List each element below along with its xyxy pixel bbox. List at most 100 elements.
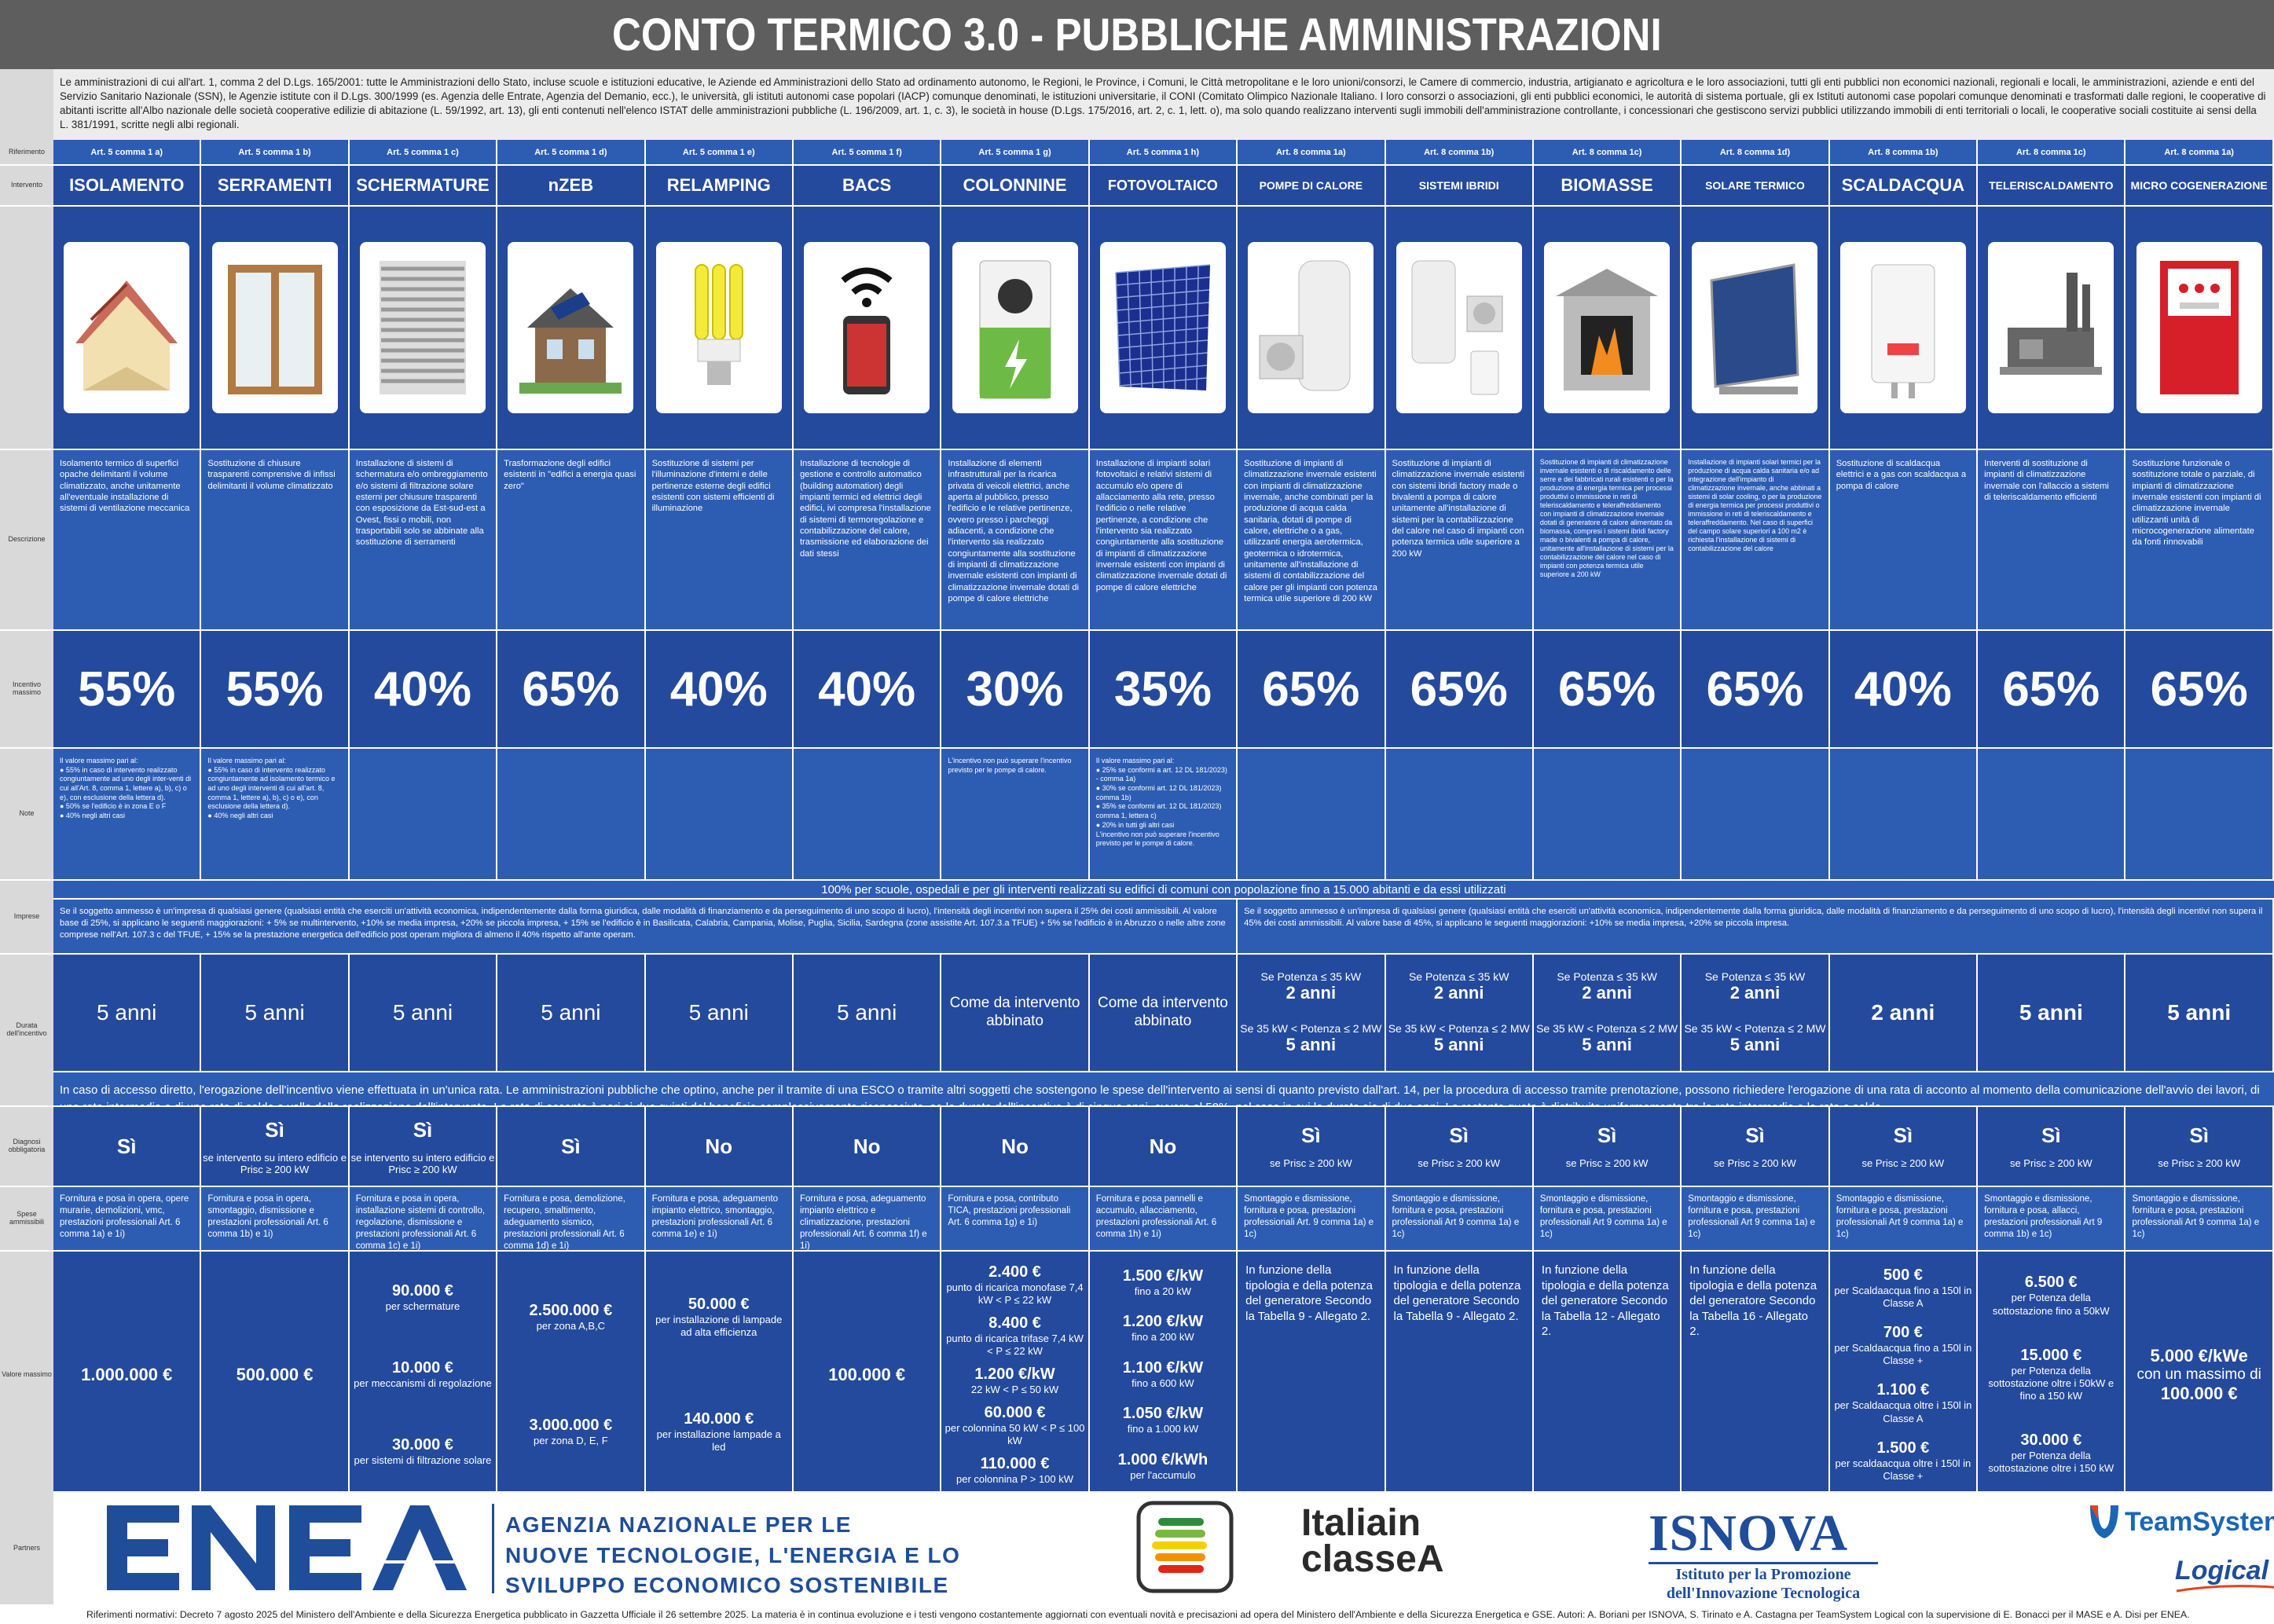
max-value-condition: punto di ricarica trifase 7,4 kW < P ≤ 2… <box>946 1332 1084 1358</box>
max-value-amount: 6.500 € <box>2024 1274 2078 1292</box>
value-block: 30.000 € per sistemi di filtrazione solar… <box>354 1436 492 1467</box>
column-description: Installazione di tecnologie di gestione … <box>793 450 942 631</box>
column-ref: Art. 8 comma 1b) <box>1385 140 1534 166</box>
column-title: MICRO COGENERAZIONE <box>2125 166 2274 207</box>
max-value: 90.000 € per schermature 10.000 € per mecca… <box>349 1252 498 1499</box>
max-value-condition: per Potenza della sottostazione oltre i … <box>1988 1450 2114 1475</box>
incentive-percentage: 65% <box>1385 631 1534 749</box>
duration-block: Se 35 kW < Potenza ≤ 2 MW 5 anni <box>1536 1022 1678 1055</box>
imprese-note-right: Se il soggetto ammesso è un'impresa di q… <box>1238 900 2274 955</box>
diagnosi-value: No <box>853 1134 881 1158</box>
column-title: SOLARE TERMICO <box>1682 166 1830 207</box>
column-ref: Art. 8 comma 1c) <box>1533 140 1682 166</box>
max-value: 2.500.000 € per zona A,B,C 3.000.000 € per … <box>497 1252 646 1499</box>
diagnosi-value: Sì <box>1745 1124 1765 1147</box>
isnova-subtitle: Istituto per la Promozione dell'Innovazi… <box>1649 1565 1878 1603</box>
max-value-amount: 1.000.000 € <box>81 1364 173 1384</box>
max-value-amount: 10.000 € <box>392 1358 453 1377</box>
row-label-spese: Spese ammissibili <box>0 1187 53 1252</box>
column-image-cell <box>1978 207 2126 450</box>
isnova-sub-1: Istituto per la Promozione <box>1675 1566 1851 1583</box>
column-title: FOTOVOLTAICO <box>1089 166 1238 207</box>
column-description: Installazione di sistemi di schermatura … <box>349 450 498 631</box>
diagnosi-cell: Sì se Prisc ≥ 200 kW <box>1238 1107 1386 1187</box>
column-notes: Il valore massimo pari al: ● 25% se confo… <box>1089 749 1238 881</box>
column-description: Installazione di elementi infrastruttura… <box>941 450 1090 631</box>
column-description: Sostituzione di impianti di climatizzazi… <box>1238 450 1386 631</box>
column-description: Interventi di sostituzione di impianti d… <box>1978 450 2126 631</box>
max-value-text: In funzione della tipologia e della pote… <box>1533 1252 1682 1499</box>
max-value-amount: 1.500 €/kW <box>1122 1267 1204 1285</box>
eligible-costs: Smontaggio e dismissione, fornitura e po… <box>1238 1187 1386 1252</box>
max-value-condition: per zona A,B,C <box>536 1319 606 1332</box>
max-value-amount: 2.500.000 € <box>529 1301 613 1319</box>
diagnosi-value: Sì <box>1449 1124 1469 1147</box>
max-value-amount: 140.000 € <box>684 1410 754 1428</box>
duration-block: Se Potenza ≤ 35 kW 2 anni <box>1705 970 1806 1003</box>
duration-value: 2 anni <box>1582 983 1632 1003</box>
hybrid-system-icon <box>1396 242 1522 413</box>
column-description: Sostituzione di impianti di climatizzazi… <box>1533 450 1682 631</box>
teamsystem-logo-icon <box>2090 1505 2118 1538</box>
diagnosi-cell: No <box>1089 1107 1238 1187</box>
row-label-descrizione: Descrizione <box>0 450 53 631</box>
row-label-imprese: Imprese <box>0 881 53 955</box>
incentive-duration: 5 anni <box>1978 955 2126 1072</box>
column-notes <box>497 749 646 881</box>
eligible-costs: Smontaggio e dismissione, fornitura e po… <box>2125 1187 2274 1252</box>
column-description: Sostituzione di scaldacqua elettrici e a… <box>1829 450 1979 631</box>
note-line: Il valore massimo pari al: <box>1095 757 1175 764</box>
italia-in-classe-a-logo-icon <box>1136 1501 1234 1593</box>
eligible-costs: Fornitura e posa in opera, smontaggio, d… <box>201 1187 350 1252</box>
incentive-percentage: 35% <box>1089 631 1238 749</box>
incentive-duration: 5 anni <box>2125 955 2274 1072</box>
duration-value: 5 anni <box>1729 1035 1781 1054</box>
row-label-riferimento: Riferimento <box>0 140 53 166</box>
max-value-condition: per installazione di lampade ad alta eff… <box>655 1313 783 1338</box>
row-label-immagine <box>0 207 53 450</box>
max-value: 500.000 € <box>201 1252 350 1499</box>
note-line: Il valore massimo pari al: <box>60 757 138 764</box>
note-line: ● 50% se l'edificio è in zona E o F <box>60 802 167 811</box>
diagnosi-condition: se Prisc ≥ 200 kW <box>1714 1157 1796 1169</box>
max-value-amount: 1.200 €/kW <box>1122 1313 1204 1331</box>
row-label-valore: Valore massimo <box>0 1252 53 1499</box>
note-line: ● 30% se conformi art. 12 DL 181/2023) c… <box>1095 784 1222 801</box>
value-block: 110.000 € per colonnina P > 100 kW <box>956 1455 1073 1486</box>
duration-value: 5 anni <box>1286 1035 1337 1054</box>
column-ref: Art. 5 comma 1 c) <box>349 140 498 166</box>
incentive-percentage: 65% <box>1682 631 1830 749</box>
column-title: SISTEMI IBRIDI <box>1385 166 1534 207</box>
incentive-percentage: 40% <box>793 631 942 749</box>
diagnosi-condition: se Prisc ≥ 200 kW <box>1861 1157 1945 1169</box>
diagnosi-cell: Sì <box>53 1107 202 1187</box>
shading-icon <box>359 242 486 413</box>
max-value-amount: 1.100 €/kW <box>1122 1358 1204 1377</box>
column-notes <box>1682 749 1830 881</box>
lightbulb-icon <box>655 242 782 413</box>
column-description: Isolamento termico di superfici opache d… <box>53 450 202 631</box>
incentive-duration: 5 anni <box>645 955 794 1072</box>
row-label-incentivo: Incentivo massimo <box>0 631 53 749</box>
column-description: Sostituzione di chiusure trasparenti com… <box>201 450 350 631</box>
column-image-cell <box>793 207 942 450</box>
incentive-duration: Se Potenza ≤ 35 kW 2 anni Se 35 kW < Poten… <box>1682 955 1830 1072</box>
incentive-percentage: 30% <box>941 631 1090 749</box>
note-line: ● 40% negli altri casi <box>207 812 273 820</box>
teamsystem-logo-text: TeamSystem <box>2125 1507 2274 1537</box>
note-line: L'incentivo non può superare l'incentivo… <box>948 757 1072 774</box>
column-notes: Il valore massimo pari al: ● 55% in caso … <box>53 749 202 881</box>
eligible-costs: Fornitura e posa, contributo TICA, prest… <box>941 1187 1090 1252</box>
column-ref: Art. 8 comma 1b) <box>1829 140 1979 166</box>
enea-line-1: AGENZIA NAZIONALE PER LE <box>505 1512 852 1537</box>
column-notes <box>1238 749 1386 881</box>
diagnosi-cell: Sì se Prisc ≥ 200 kW <box>1978 1107 2126 1187</box>
value-block: 15.000 € per Potenza della sottostazione … <box>1981 1347 2121 1403</box>
column-title: BACS <box>793 166 942 207</box>
diagnosi-value: Sì <box>413 1117 433 1142</box>
diagnosi-value: Sì <box>116 1134 137 1158</box>
max-value-amount: 1.050 €/kW <box>1122 1405 1204 1423</box>
enea-divider <box>492 1504 494 1593</box>
logical-swoosh-icon <box>2176 1585 2274 1593</box>
max-value-condition: per schermature <box>385 1300 460 1313</box>
